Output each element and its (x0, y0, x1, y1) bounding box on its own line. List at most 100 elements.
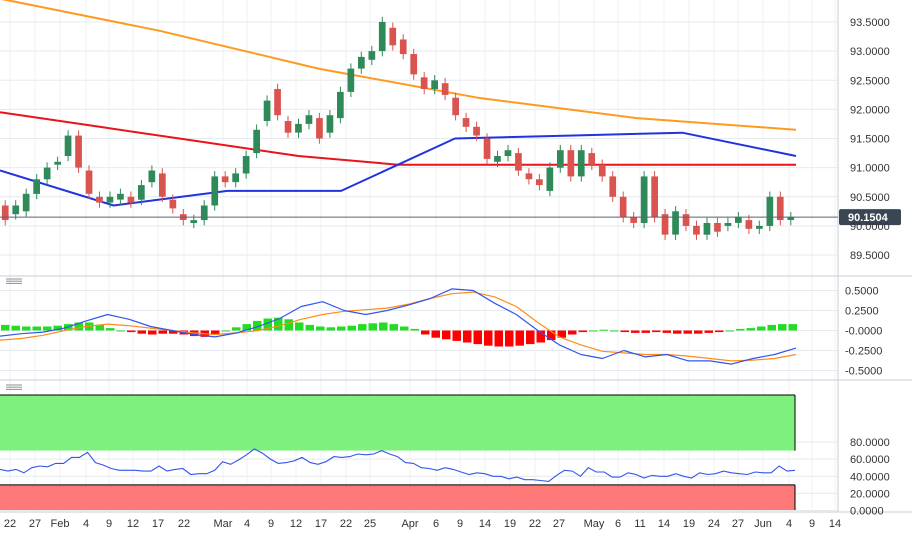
macd-histogram-bar (211, 330, 220, 335)
macd-histogram-bar (53, 325, 62, 331)
macd-histogram-bar (347, 325, 356, 331)
rsi-tick-label: 40.0000 (850, 471, 890, 483)
candle-body (295, 123, 302, 133)
macd-histogram-bar (400, 326, 409, 331)
macd-histogram-bar (494, 330, 503, 347)
macd-histogram-bar (683, 330, 692, 334)
candle-body (776, 196, 784, 221)
macd-tick-label: 0.2500 (845, 306, 879, 318)
candle-body (766, 196, 774, 226)
time-axis-label: 27 (553, 518, 565, 530)
candle-body (33, 179, 40, 194)
candle-body (127, 196, 135, 203)
macd-histogram-bar (169, 330, 178, 334)
macd-histogram-bar (757, 326, 766, 331)
macd-histogram-bar (221, 330, 230, 332)
macd-histogram-bar (389, 324, 398, 331)
macd-histogram-bar (137, 330, 146, 334)
candle-body (410, 54, 418, 75)
macd-histogram-bar (431, 330, 440, 338)
candle-body (316, 118, 323, 139)
macd-histogram-bar (43, 326, 52, 331)
macd-histogram-bar (410, 328, 419, 331)
macd-histogram-bar (22, 326, 31, 331)
macd-histogram-bar (694, 330, 703, 334)
rsi-tick-label: 60.0000 (850, 454, 890, 466)
candle-body (483, 138, 491, 159)
macd-histogram-bar (725, 330, 734, 332)
time-axis-label: Jun (754, 518, 772, 530)
time-axis-label: 22 (529, 518, 541, 530)
macd-histogram-bar (505, 330, 514, 347)
candle-body (43, 167, 51, 180)
macd-histogram-bar (589, 330, 598, 332)
last-price-tag (839, 209, 901, 226)
candle-body (640, 176, 648, 223)
time-axis-label: 12 (127, 518, 139, 530)
macd-histogram-bar (463, 330, 472, 343)
candle-body (536, 179, 543, 186)
candle-body (347, 68, 355, 92)
candle-body (672, 211, 679, 235)
time-axis-label: 27 (29, 518, 41, 530)
time-axis-label: 22 (178, 518, 190, 530)
candle-body (546, 167, 554, 191)
candle-body (253, 129, 260, 154)
macd-histogram-bar (74, 322, 83, 331)
time-axis-label: Feb (51, 518, 70, 530)
price-tick-label: 93.5000 (850, 17, 890, 29)
candle-body (326, 115, 334, 133)
candle-body (221, 176, 229, 183)
candle-body (745, 220, 753, 229)
time-axis-label: 14 (658, 518, 670, 530)
moving-average-line (0, 131, 797, 207)
rsi-tick-label: 80.0000 (850, 437, 890, 449)
time-axis-label: 27 (732, 518, 744, 530)
macd-histogram-bar (263, 318, 272, 331)
macd-histogram-bar (473, 330, 482, 345)
time-axis-label: 9 (268, 518, 274, 530)
macd-line (0, 288, 797, 365)
macd-histogram-bar (326, 327, 335, 331)
macd-histogram-bar (578, 330, 587, 333)
macd-histogram-bar (599, 329, 608, 331)
macd-histogram-bar (11, 325, 20, 331)
candle-body (452, 97, 459, 116)
candle-body (577, 150, 585, 177)
candle-body (337, 91, 344, 119)
candle-body (1, 205, 9, 221)
candle-body (787, 217, 795, 220)
time-axis-label: 25 (364, 518, 376, 530)
candle-body (284, 121, 292, 133)
last-price-label: 90.1504 (848, 212, 889, 224)
candle-body (378, 22, 386, 52)
time-axis-label: 24 (708, 518, 720, 530)
macd-histogram-bar (106, 328, 115, 331)
candle-body (148, 170, 156, 183)
candle-body (96, 196, 103, 203)
candle-body (515, 153, 522, 171)
macd-histogram-bar (704, 330, 713, 333)
candle-body (242, 156, 250, 174)
candle-body (358, 56, 365, 69)
pane-resize-handle[interactable] (6, 278, 22, 284)
macd-histogram-bar (368, 323, 377, 331)
candle-body (190, 220, 198, 223)
candle-body (557, 150, 564, 168)
macd-histogram-bar (568, 330, 577, 335)
macd-histogram-bar (788, 324, 797, 331)
macd-tick-label: -0.5000 (845, 366, 882, 378)
macd-tick-label: -0.2500 (845, 346, 882, 358)
macd-histogram-bar (253, 320, 262, 331)
macd-histogram-bar (610, 330, 619, 332)
rsi-tick-label: 20.0000 (850, 488, 890, 500)
macd-tick-label: 0.5000 (845, 286, 879, 298)
macd-histogram-bar (515, 330, 524, 346)
price-tick-label: 92.5000 (850, 75, 890, 87)
rsi-overbought-band (0, 395, 795, 451)
price-tick-label: 91.5000 (850, 134, 890, 146)
time-axis-label: 6 (433, 518, 439, 530)
pane-resize-handle[interactable] (6, 384, 22, 390)
macd-histogram-bar (547, 330, 556, 341)
candle-body (693, 225, 700, 235)
